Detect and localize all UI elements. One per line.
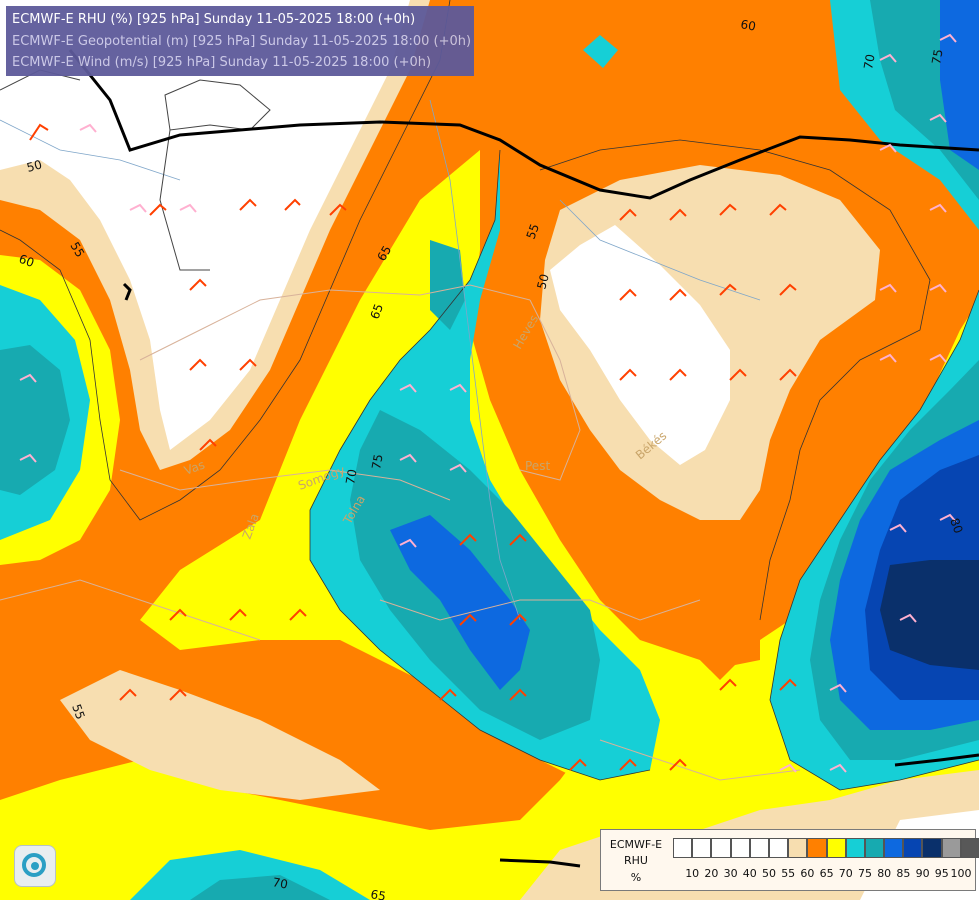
legend-tick-label: 55	[781, 867, 796, 880]
place-label: Vas	[182, 458, 206, 478]
wind-barbs-warm	[29, 123, 797, 771]
contour-label: 65	[368, 302, 386, 321]
logo-icon	[14, 845, 56, 887]
rhu-band-55-sw	[60, 670, 380, 800]
contour-label: 65	[374, 243, 394, 263]
legend-tick-label: 75	[858, 867, 872, 880]
contour-lines	[0, 0, 979, 791]
rhu-band-75-south	[190, 875, 330, 900]
legend-tick-label: 40	[742, 867, 757, 880]
rhu-band-75-center	[430, 240, 465, 330]
contour-label: 80	[947, 516, 965, 535]
legend-tick-label: 80	[877, 867, 892, 880]
title-rhu: ECMWF-E RHU (%) [925 hPa] Sunday 11-05-2…	[12, 12, 416, 27]
legend-title-unit: %	[630, 871, 642, 884]
legend-ticks: 10 20 30 40 50 55 60 65 70 75 80 85 90 95 100	[673, 867, 972, 881]
rhu-band-70-small	[583, 35, 618, 68]
rhu-band-80-center	[390, 515, 530, 690]
contour-label: 75	[929, 48, 945, 65]
contour-label: 70	[271, 875, 288, 891]
rhu-band-50-ne	[550, 225, 730, 465]
legend-swatch	[922, 838, 942, 858]
legend-swatch	[711, 838, 731, 858]
wind-barbs-cool	[19, 33, 957, 773]
legend-swatches	[673, 838, 979, 858]
legend-swatch	[730, 838, 750, 858]
contour-labels: 60 50 55 60 65 50 55 70 75 65 80 70 75 5…	[17, 17, 966, 900]
legend-tick-label: 85	[896, 867, 911, 880]
legend-tick-label: 90	[915, 867, 930, 880]
legend-tick-label: 20	[704, 867, 719, 880]
color-legend: ECMWF-E RHU % 10 20 30 40 50 55 60 65 70 75 80 85 90…	[600, 829, 979, 891]
legend-swatch	[768, 838, 789, 858]
contour-label: 70	[861, 53, 877, 70]
legend-swatch	[692, 838, 712, 858]
legend-tick-label: 100	[950, 867, 972, 880]
legend-swatch	[826, 838, 846, 858]
contour-label: 70	[343, 468, 359, 485]
title-wind: ECMWF-E Wind (m/s) [925 hPa] Sunday 11-0…	[12, 55, 432, 70]
legend-tick-label: 65	[819, 867, 834, 880]
contour-label: 50	[25, 157, 43, 174]
contour-label: 60	[739, 17, 756, 33]
legend-swatch	[673, 838, 693, 858]
legend-tick-label: 70	[838, 867, 853, 880]
legend-swatch	[884, 838, 904, 858]
legend-title-model: ECMWF-E	[609, 838, 663, 851]
legend-title-var: RHU	[624, 854, 648, 867]
contour-label: 55	[69, 702, 87, 721]
legend-tick-label: 50	[762, 867, 776, 880]
legend-tick-label: 30	[723, 867, 738, 880]
contour-label: 50	[534, 272, 551, 290]
legend-swatch	[864, 838, 885, 858]
title-geopotential: ECMWF-E Geopotential (m) [925 hPa] Sunda…	[12, 34, 472, 49]
rhu-band-70-south	[130, 850, 370, 900]
legend-swatch	[788, 838, 808, 858]
country-border	[68, 49, 979, 868]
legend-tick-label: 60	[800, 867, 815, 880]
rhu-band-75-west	[0, 345, 70, 495]
region-borders	[0, 284, 801, 781]
legend-swatch	[960, 838, 979, 858]
contour-label: 55	[524, 222, 542, 241]
rivers	[0, 99, 761, 621]
legend-swatch	[845, 838, 865, 858]
legend-swatch	[903, 838, 923, 858]
legend-swatch	[807, 838, 827, 858]
contour-label: 60	[17, 252, 36, 270]
rhu-band-80-ne	[940, 0, 979, 170]
legend-tick-label: 10	[685, 867, 700, 880]
legend-swatch	[941, 838, 961, 858]
place-label: Pest	[525, 459, 550, 473]
contour-label: 65	[369, 887, 386, 900]
title-box: ECMWF-E RHU (%) [925 hPa] Sunday 11-05-2…	[6, 6, 474, 76]
legend-swatch	[749, 838, 769, 858]
contour-label: 55	[67, 240, 87, 260]
rhu-band-90-east	[880, 560, 979, 670]
legend-tick-label: 95	[934, 867, 949, 880]
rhu-band-50-nw	[0, 0, 410, 450]
contour-label: 75	[369, 453, 385, 470]
